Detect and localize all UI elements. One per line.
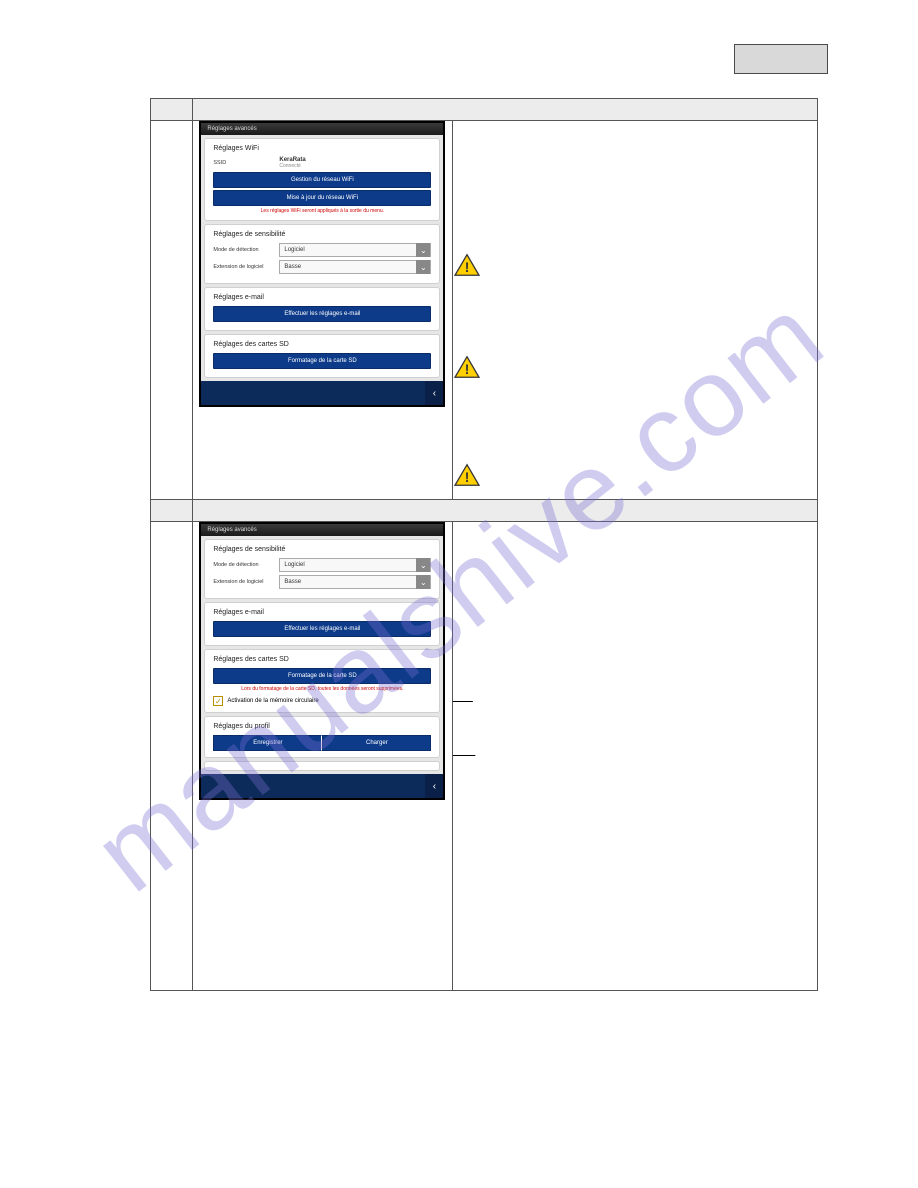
email-settings-button[interactable]: Effectuer les réglages e-mail [213,306,431,322]
sd-title: Réglages des cartes SD [213,656,431,663]
load-button[interactable]: Charger [322,735,431,751]
partial-card [204,761,440,771]
warning-icon: ! [453,253,481,277]
svg-text:!: ! [465,362,470,377]
phone-header: Réglages avancés [201,123,443,135]
svg-text:!: ! [465,260,470,275]
chevron-down-icon: ⌄ [416,260,430,274]
chevron-down-icon: ⌄ [416,558,430,572]
content-table: Réglages avancés Réglages WiFi SSID Kera… [150,98,818,991]
email-settings-button[interactable]: Effectuer les réglages e-mail [213,621,431,637]
profile-title: Réglages du profil [213,723,431,730]
wifi-note: Les réglages WiFi seront appliqués à la … [213,208,431,214]
profile-card: Réglages du profil Enregistrer Charger [204,716,440,758]
email-card: Réglages e-mail Effectuer les réglages e… [204,287,440,331]
sens-select-1[interactable]: Logiciel⌄ [279,243,431,257]
email-title: Réglages e-mail [213,294,431,301]
save-button[interactable]: Enregistrer [213,735,322,751]
warning-icon: ! [453,355,481,379]
ssid-label: SSID [213,160,273,166]
sens-select-2[interactable]: Basse⌄ [279,260,431,274]
wifi-update-button[interactable]: Mise à jour du réseau WiFi [213,190,431,206]
sd-format-button[interactable]: Formatage de la carte SD [213,353,431,369]
sd-title: Réglages des cartes SD [213,341,431,348]
circular-memory-checkbox[interactable]: ✓ [213,696,223,706]
phone-footer: ‹ [201,774,443,798]
sd-card: Réglages des cartes SD Formatage de la c… [204,334,440,378]
sens-label-2: Extension de logiciel [213,579,273,585]
page-badge [734,44,828,74]
sens-label-2: Extension de logiciel [213,264,273,270]
row-2: Réglages avancés Réglages de sensibilité… [151,522,818,991]
wifi-manage-button[interactable]: Gestion du réseau WiFi [213,172,431,188]
sensitivity-card: Réglages de sensibilité Mode de détectio… [204,224,440,284]
wifi-card: Réglages WiFi SSID KeraRata Connecté Ges… [204,138,440,221]
sens-select-1[interactable]: Logiciel⌄ [279,558,431,572]
sens-label-1: Mode de détection [213,247,273,253]
svg-text:!: ! [465,470,470,485]
sd-format-button[interactable]: Formatage de la carte SD [213,668,431,684]
sd-note: Lors du formatage de la carte SD, toutes… [213,686,431,692]
circular-memory-label: Activation de la mémoire circulaire [227,698,318,704]
phone-footer: ‹ [201,381,443,405]
underline-label-2 [453,746,817,756]
warning-icon: ! [453,463,481,487]
wifi-title: Réglages WiFi [213,145,431,152]
phone-header: Réglages avancés [201,524,443,536]
chevron-down-icon: ⌄ [416,243,430,257]
sens-title: Réglages de sensibilité [213,546,431,553]
email-title: Réglages e-mail [213,609,431,616]
email-card: Réglages e-mail Effectuer les réglages e… [204,602,440,646]
phone-mock-2: Réglages avancés Réglages de sensibilité… [199,522,445,800]
chevron-down-icon: ⌄ [416,575,430,589]
section-header-1 [151,99,818,121]
sensitivity-card: Réglages de sensibilité Mode de détectio… [204,539,440,599]
sd-card: Réglages des cartes SD Formatage de la c… [204,649,440,713]
sens-label-1: Mode de détection [213,562,273,568]
underline-label-1 [453,692,817,702]
sens-title: Réglages de sensibilité [213,231,431,238]
sens-select-2[interactable]: Basse⌄ [279,575,431,589]
back-icon[interactable]: ‹ [425,381,443,405]
section-header-2 [151,500,818,522]
row-1: Réglages avancés Réglages WiFi SSID Kera… [151,121,818,500]
ssid-sub: Connecté [279,163,300,169]
phone-mock-1: Réglages avancés Réglages WiFi SSID Kera… [199,121,445,407]
back-icon[interactable]: ‹ [425,774,443,798]
